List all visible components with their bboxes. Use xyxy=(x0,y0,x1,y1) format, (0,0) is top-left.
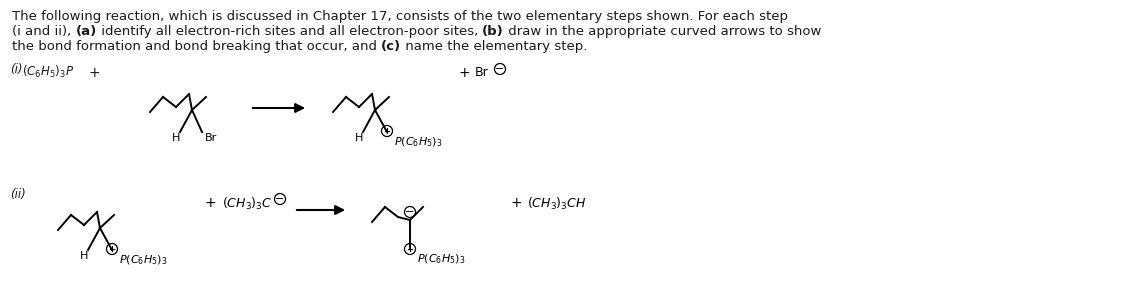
Text: −: − xyxy=(405,207,414,217)
Text: +: + xyxy=(510,196,521,210)
Text: (b): (b) xyxy=(482,25,504,38)
Text: +: + xyxy=(205,196,216,210)
Text: −: − xyxy=(495,64,504,74)
Text: (c): (c) xyxy=(382,40,401,53)
Text: +: + xyxy=(406,244,413,254)
Text: $P(C_6H_5)_3$: $P(C_6H_5)_3$ xyxy=(119,253,168,267)
Text: $P(C_6H_5)_3$: $P(C_6H_5)_3$ xyxy=(417,252,465,266)
Text: (ii): (ii) xyxy=(10,188,26,201)
Text: H: H xyxy=(80,251,88,261)
Text: +: + xyxy=(458,66,470,80)
Text: (a): (a) xyxy=(75,25,97,38)
Text: $(CH_3)_3CH$: $(CH_3)_3CH$ xyxy=(527,196,587,212)
Text: −: − xyxy=(276,194,285,204)
Text: (i and ii),: (i and ii), xyxy=(12,25,75,38)
Text: +: + xyxy=(384,126,391,136)
Text: the bond formation and bond breaking that occur, and: the bond formation and bond breaking tha… xyxy=(12,40,382,53)
Text: +: + xyxy=(108,244,116,254)
Text: name the elementary step.: name the elementary step. xyxy=(401,40,588,53)
Text: Br: Br xyxy=(205,133,217,143)
Text: $P(C_6H_5)_3$: $P(C_6H_5)_3$ xyxy=(394,135,443,149)
Text: H: H xyxy=(355,133,364,143)
Text: Br: Br xyxy=(475,66,489,79)
Text: H: H xyxy=(172,133,180,143)
Text: +: + xyxy=(88,66,99,80)
Text: draw in the appropriate curved arrows to show: draw in the appropriate curved arrows to… xyxy=(504,25,821,38)
Text: $(CH_3)_3C$: $(CH_3)_3C$ xyxy=(222,196,272,212)
Text: (i): (i) xyxy=(10,63,23,76)
Text: identify all electron-rich sites and all electron-poor sites,: identify all electron-rich sites and all… xyxy=(97,25,482,38)
Text: The following reaction, which is discussed in Chapter 17, consists of the two el: The following reaction, which is discuss… xyxy=(12,10,788,23)
Text: $(C_6H_5)_3P$: $(C_6H_5)_3P$ xyxy=(23,64,74,80)
